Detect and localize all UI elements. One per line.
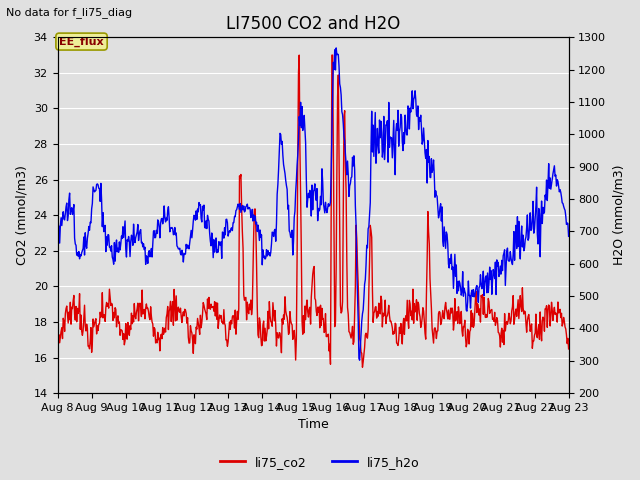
Y-axis label: CO2 (mmol/m3): CO2 (mmol/m3) <box>15 165 28 265</box>
Text: No data for f_li75_diag: No data for f_li75_diag <box>6 7 132 18</box>
Title: LI7500 CO2 and H2O: LI7500 CO2 and H2O <box>226 15 400 33</box>
Y-axis label: H2O (mmol/m3): H2O (mmol/m3) <box>612 165 625 265</box>
X-axis label: Time: Time <box>298 419 328 432</box>
Text: EE_flux: EE_flux <box>60 36 104 47</box>
Legend: li75_co2, li75_h2o: li75_co2, li75_h2o <box>215 451 425 474</box>
